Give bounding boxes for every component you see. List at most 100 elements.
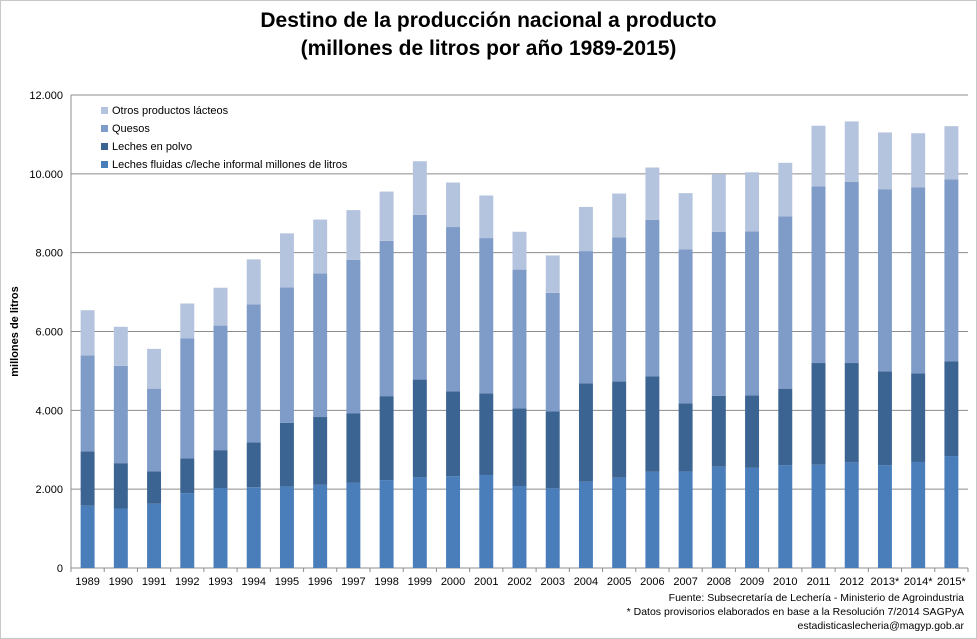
bar-segment (446, 182, 461, 228)
bar-segment (412, 477, 427, 568)
bar-segment (180, 338, 195, 459)
bar-segment (645, 376, 660, 472)
x-tick-label: 2014* (904, 576, 933, 588)
x-tick-label: 2006 (640, 576, 664, 588)
bar-segment (678, 403, 693, 472)
chart-plot: 0 2.000 4.000 6.000 8.000 10.000 12.000 millone… (9, 90, 969, 588)
bar-segment (379, 240, 394, 397)
bar-segment (246, 304, 261, 443)
bar-segment (512, 269, 527, 409)
bar-segment (113, 508, 128, 568)
bar-segment (113, 463, 128, 509)
bar-segment (778, 465, 793, 568)
bar-segment (745, 172, 760, 232)
bar-segment (512, 231, 527, 270)
legend-swatch (101, 107, 108, 114)
x-tick-label: 1996 (308, 576, 332, 588)
y-tick-label: 6.000 (35, 327, 63, 339)
bar-segment (446, 391, 461, 477)
x-tick-label: 1997 (341, 576, 365, 588)
bar-segment (811, 186, 826, 364)
bar-segment (545, 411, 560, 489)
bar-segment (645, 471, 660, 568)
bar-segment (844, 121, 859, 182)
bar-segment (80, 451, 95, 506)
bar-segment (180, 458, 195, 494)
x-tick-label: 2002 (507, 576, 531, 588)
bar-segment (578, 206, 593, 252)
bar-segment (645, 219, 660, 377)
bar-segment (745, 467, 760, 568)
bar-segment (246, 487, 261, 568)
bar-segment (578, 383, 593, 482)
bar-segment (944, 179, 959, 362)
bar-segment (612, 237, 627, 382)
y-tick-label: 12.000 (29, 90, 63, 102)
bar-segment (811, 363, 826, 465)
bar-segment (147, 388, 162, 472)
bar-segment (213, 487, 228, 568)
bar-segment (313, 417, 328, 485)
x-tick-label: 1991 (142, 576, 166, 588)
bar-segment (545, 255, 560, 293)
bar-segment (578, 481, 593, 568)
bar-segment (479, 195, 494, 239)
x-tick-label: 1995 (275, 576, 299, 588)
contact-email: estadisticaslecheria@magyp.gob.ar (797, 620, 965, 632)
bar-segment (279, 422, 294, 487)
bar-segment (379, 191, 394, 241)
x-tick-label: 2015* (937, 576, 966, 588)
bar-segment (279, 486, 294, 568)
bar-segment (711, 231, 726, 396)
bar-segment (479, 474, 494, 568)
bar-segment (711, 466, 726, 568)
x-tick-label: 2005 (607, 576, 631, 588)
x-tick-label: 2011 (807, 576, 831, 588)
bar-segment (279, 233, 294, 288)
bar-segment (645, 167, 660, 220)
bar-segment (346, 259, 361, 414)
x-tick-label: 1999 (408, 576, 432, 588)
bar-segment (313, 273, 328, 418)
bar-segment (944, 361, 959, 457)
x-tick-label: 2000 (441, 576, 465, 588)
x-tick-label: 2004 (574, 576, 598, 588)
bar-segment (877, 189, 892, 372)
legend-label: Leches en polvo (112, 141, 192, 153)
bar-segment (911, 187, 926, 374)
bar-segment (479, 238, 494, 394)
bar-segment (346, 413, 361, 483)
legend-swatch (101, 161, 108, 168)
bar-segment (80, 355, 95, 452)
y-tick-label: 10.000 (29, 169, 63, 181)
bar-segment (213, 325, 228, 451)
bar-segment (147, 503, 162, 568)
bar-segment (512, 408, 527, 487)
bar-segment (911, 373, 926, 462)
x-tick-label: 1990 (109, 576, 133, 588)
bar-segment (113, 326, 128, 366)
bar-segment (412, 379, 427, 478)
x-tick-label: 2012 (839, 576, 863, 588)
bar-segment (778, 388, 793, 466)
bar-segment (213, 450, 228, 488)
bar-segment (811, 464, 826, 568)
y-tick-label: 8.000 (35, 248, 63, 260)
bar-segment (346, 482, 361, 568)
bar-segment (778, 216, 793, 389)
bar-segment (412, 161, 427, 215)
bar-segment (279, 287, 294, 423)
bar-segment (778, 162, 793, 217)
bar-segment (944, 126, 959, 180)
bar-segment (612, 381, 627, 478)
bar-segment (678, 471, 693, 568)
bar-segment (745, 231, 760, 396)
bar-segment (711, 395, 726, 467)
bar-segment (446, 476, 461, 568)
legend-swatch (101, 125, 108, 132)
bar-segment (911, 461, 926, 568)
x-tick-label: 1989 (75, 576, 99, 588)
bar-segment (545, 488, 560, 568)
bar-segment (113, 365, 128, 464)
